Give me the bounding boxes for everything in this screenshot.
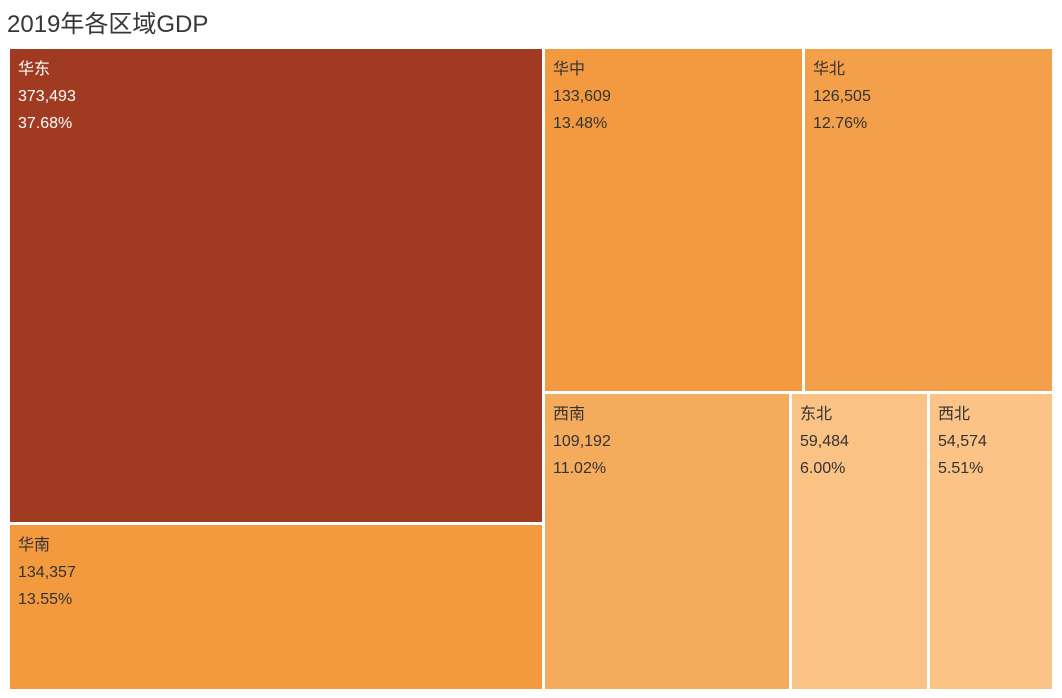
- cell-value: 109,192: [553, 433, 611, 450]
- treemap-cell-xibei[interactable]: 西北 54,574 5.51%: [930, 394, 1052, 689]
- cell-percent: 13.55%: [18, 591, 73, 608]
- cell-value: 133,609: [553, 88, 611, 105]
- treemap-cell-huabei[interactable]: 华北 126,505 12.76%: [805, 49, 1052, 391]
- treemap-cell-xinan[interactable]: 西南 109,192 11.02%: [545, 394, 789, 689]
- cell-percent: 37.68%: [18, 115, 73, 132]
- cell-value: 126,505: [813, 88, 871, 105]
- cell-percent: 13.48%: [553, 115, 608, 132]
- cell-label: 西北: [938, 406, 971, 423]
- treemap-cell-dongbei[interactable]: 东北 59,484 6.00%: [792, 394, 927, 689]
- treemap-cell-huadong[interactable]: 华东 373,493 37.68%: [10, 49, 542, 522]
- cell-label: 华东: [18, 61, 51, 78]
- cell-value: 373,493: [18, 88, 76, 105]
- cell-percent: 6.00%: [800, 460, 846, 477]
- treemap-cell-huanan[interactable]: 华南 134,357 13.55%: [10, 525, 542, 689]
- cell-value: 54,574: [938, 433, 987, 450]
- treemap-cell-huazhong[interactable]: 华中 133,609 13.48%: [545, 49, 802, 391]
- cell-label: 华南: [18, 537, 51, 554]
- cell-value: 59,484: [800, 433, 849, 450]
- cell-percent: 5.51%: [938, 460, 984, 477]
- cell-percent: 12.76%: [813, 115, 868, 132]
- cell-percent: 11.02%: [553, 460, 607, 477]
- cell-label: 西南: [553, 406, 586, 423]
- cell-label: 东北: [800, 406, 833, 423]
- cell-label: 华北: [813, 61, 846, 78]
- chart-title: 2019年各区域GDP: [7, 11, 209, 38]
- cell-value: 134,357: [18, 564, 76, 581]
- cell-label: 华中: [553, 61, 586, 78]
